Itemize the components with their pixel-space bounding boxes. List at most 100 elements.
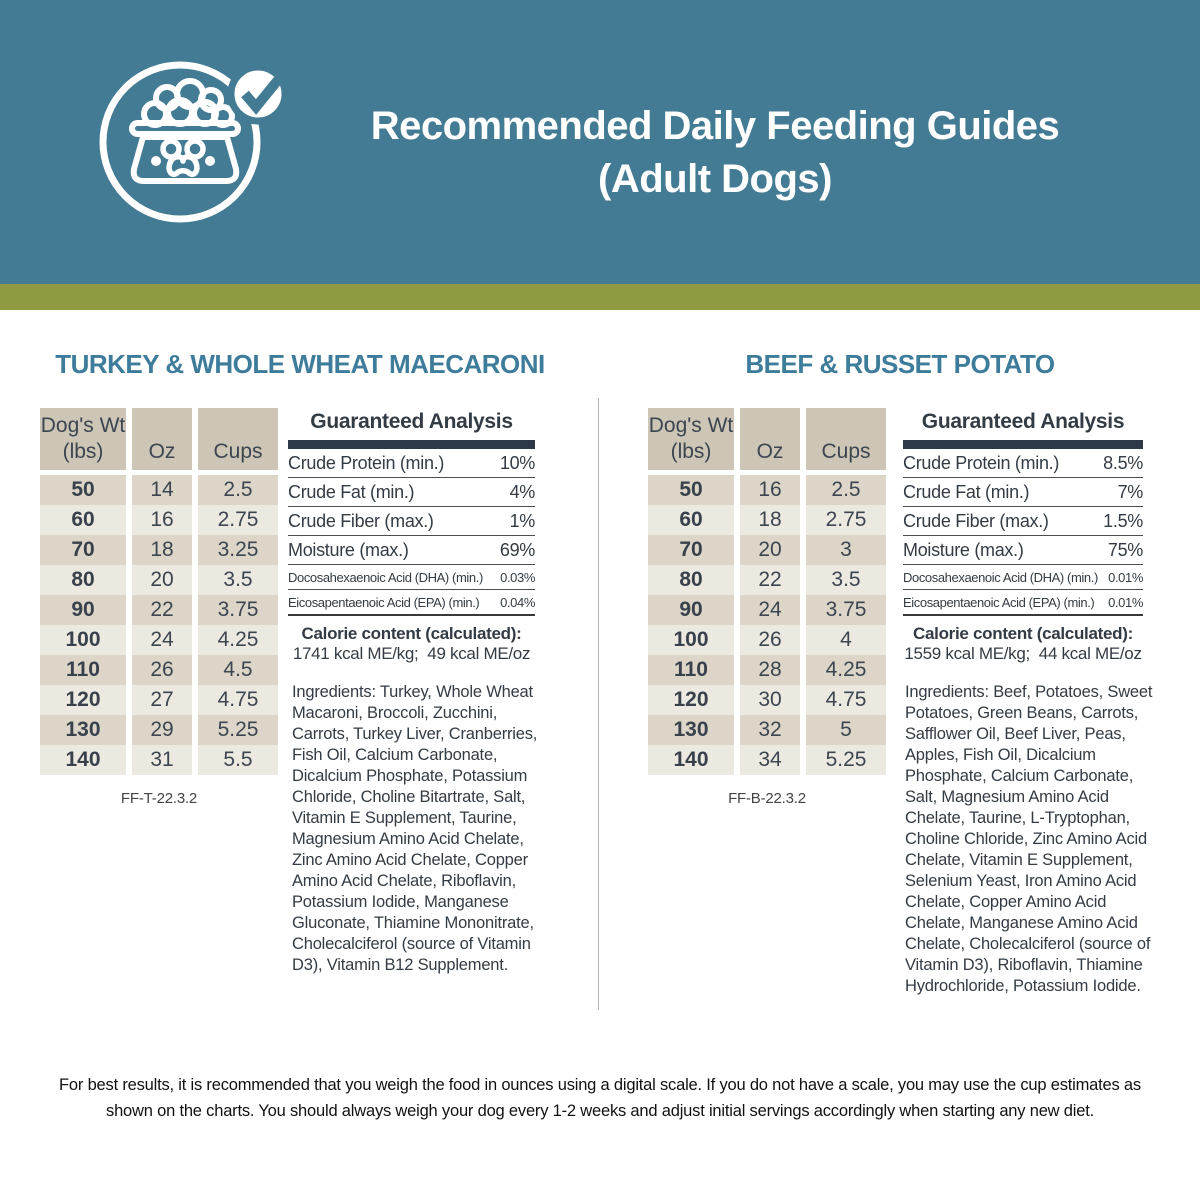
analysis-label: Eicosapentaenoic Acid (EPA) (min.)	[903, 595, 1095, 610]
column-header-weight: Dog's Wt (lbs)	[40, 408, 126, 470]
cups-cell: 3.5	[806, 565, 886, 595]
analysis-value: 0.04%	[500, 595, 535, 610]
oz-cell: 16	[740, 475, 800, 505]
cups-cell: 3	[806, 535, 886, 565]
table-row: 50 14 2.5	[40, 475, 278, 505]
analysis-value: 0.03%	[500, 570, 535, 585]
weight-cell: 60	[648, 505, 734, 535]
analysis-label: Crude Fiber (max.)	[903, 511, 1049, 531]
weight-cell: 110	[40, 655, 126, 685]
formula-code: FF-B-22.3.2	[728, 790, 806, 807]
table-row: 50 16 2.5	[648, 475, 886, 505]
table-header-row: Dog's Wt (lbs) Oz Cups	[648, 408, 886, 470]
oz-cell: 30	[740, 685, 800, 715]
oz-cell: 18	[132, 535, 192, 565]
table-row: 140 31 5.5	[40, 745, 278, 775]
oz-cell: 32	[740, 715, 800, 745]
guaranteed-analysis-title: Guaranteed Analysis	[310, 410, 513, 433]
product-turkey-section: TURKEY & WHOLE WHEAT MAECARONI Dog's Wt …	[40, 350, 560, 1030]
weight-cell: 130	[40, 715, 126, 745]
analysis-label: Crude Protein (min.)	[288, 453, 445, 473]
table-row: 70 20 3	[648, 535, 886, 565]
table-row: 120 30 4.75	[648, 685, 886, 715]
oz-cell: 18	[740, 505, 800, 535]
analysis-row: Crude Fat (min.) 4%	[288, 478, 535, 507]
weight-cell: 120	[40, 685, 126, 715]
ingredients-text: Ingredients: Beef, Potatoes, Sweet Potat…	[905, 683, 1153, 995]
weight-cell: 60	[40, 505, 126, 535]
analysis-value: 1.5%	[1103, 511, 1143, 531]
analysis-label: Crude Fiber (max.)	[288, 511, 434, 531]
analysis-label: Crude Fat (min.)	[903, 482, 1030, 502]
weight-cell: 110	[648, 655, 734, 685]
cups-cell: 4.5	[198, 655, 278, 685]
analysis-value: 1%	[509, 511, 536, 531]
weight-cell: 90	[648, 595, 734, 625]
cups-cell: 5.25	[806, 745, 886, 775]
formula-code: FF-T-22.3.2	[120, 790, 198, 807]
analysis-row: Moisture (max.) 69%	[288, 536, 535, 565]
footnote: For best results, it is recommended that…	[0, 1072, 1200, 1124]
analysis-label: Eicosapentaenoic Acid (EPA) (min.)	[288, 595, 480, 610]
cups-cell: 5.25	[198, 715, 278, 745]
cups-cell: 4.75	[198, 685, 278, 715]
weight-cell: 80	[40, 565, 126, 595]
dog-bowl-icon	[99, 61, 285, 223]
guaranteed-analysis: Guaranteed Analysis Crude Protein (min.)…	[903, 410, 1143, 664]
weight-cell: 100	[648, 625, 734, 655]
oz-cell: 20	[132, 565, 192, 595]
table-row: 90 24 3.75	[648, 595, 886, 625]
analysis-label: Moisture (max.)	[288, 540, 409, 560]
oz-cell: 31	[132, 745, 192, 775]
table-row: 100 24 4.25	[40, 625, 278, 655]
analysis-label: Crude Fat (min.)	[288, 482, 415, 502]
cups-cell: 4.75	[806, 685, 886, 715]
weight-cell: 50	[648, 475, 734, 505]
calorie-content-value: 1559 kcal ME/kg; 44 kcal ME/oz	[904, 644, 1142, 663]
page-title: Recommended Daily Feeding Guides (Adult …	[280, 100, 1150, 206]
analysis-value: 4%	[509, 482, 536, 502]
analysis-row: Moisture (max.) 75%	[903, 536, 1143, 565]
column-header-cups: Cups	[806, 408, 886, 470]
weight-cell: 140	[648, 745, 734, 775]
weight-cell: 50	[40, 475, 126, 505]
oz-cell: 29	[132, 715, 192, 745]
paw-dot	[151, 156, 161, 166]
column-header-cups: Cups	[198, 408, 278, 470]
analysis-label: Crude Protein (min.)	[903, 453, 1060, 473]
analysis-value: 0.01%	[1108, 570, 1143, 585]
analysis-label: Docosahexaenoic Acid (DHA) (min.)	[903, 570, 1098, 585]
oz-cell: 34	[740, 745, 800, 775]
banner: Recommended Daily Feeding Guides (Adult …	[0, 0, 1200, 284]
product-title: BEEF & RUSSET POTATO	[745, 349, 1055, 379]
weight-cell: 90	[40, 595, 126, 625]
analysis-row: Docosahexaenoic Acid (DHA) (min.) 0.01%	[903, 565, 1143, 590]
oz-cell: 26	[740, 625, 800, 655]
cups-cell: 3.25	[198, 535, 278, 565]
table-row: 110 26 4.5	[40, 655, 278, 685]
feeding-table: Dog's Wt (lbs) Oz Cups 50 16 2.5 60 18 2	[648, 408, 886, 775]
cups-cell: 4	[806, 625, 886, 655]
analysis-divider-bar	[903, 440, 1143, 449]
dog-bowl-lineart	[129, 78, 241, 184]
analysis-rows: Crude Protein (min.) 10% Crude Fat (min.…	[288, 449, 535, 616]
product-title: TURKEY & WHOLE WHEAT MAECARONI	[55, 349, 545, 379]
product-beef-section: BEEF & RUSSET POTATO Dog's Wt (lbs) Oz C…	[640, 350, 1160, 1030]
weight-cell: 70	[40, 535, 126, 565]
analysis-value: 69%	[499, 540, 535, 560]
cups-cell: 5.5	[198, 745, 278, 775]
accent-stripe	[0, 284, 1200, 310]
weight-cell: 140	[40, 745, 126, 775]
weight-cell: 120	[648, 685, 734, 715]
weight-cell: 130	[648, 715, 734, 745]
cups-cell: 3.75	[198, 595, 278, 625]
calorie-content-title: Calorie content (calculated):	[913, 624, 1133, 643]
analysis-value: 0.01%	[1108, 595, 1143, 610]
analysis-row: Crude Protein (min.) 8.5%	[903, 449, 1143, 478]
analysis-row: Crude Protein (min.) 10%	[288, 449, 535, 478]
analysis-value: 8.5%	[1103, 453, 1143, 473]
cups-cell: 5	[806, 715, 886, 745]
table-row: 100 26 4	[648, 625, 886, 655]
column-header-weight: Dog's Wt (lbs)	[648, 408, 734, 470]
table-row: 80 20 3.5	[40, 565, 278, 595]
